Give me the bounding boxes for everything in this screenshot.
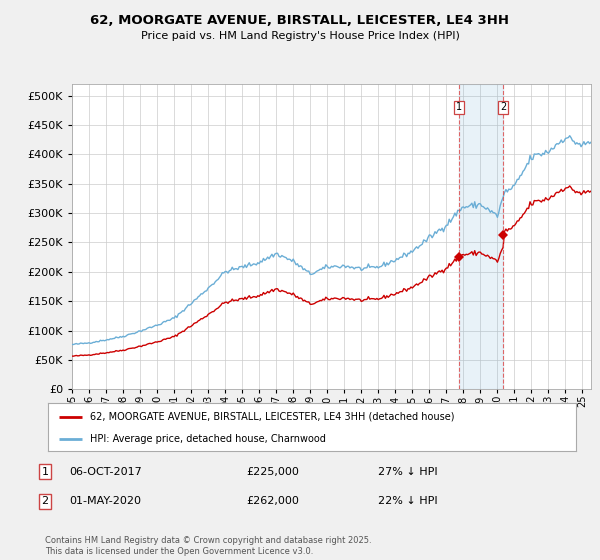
Text: 22% ↓ HPI: 22% ↓ HPI (378, 496, 437, 506)
Text: £225,000: £225,000 (246, 466, 299, 477)
Text: 1: 1 (41, 466, 49, 477)
Text: 62, MOORGATE AVENUE, BIRSTALL, LEICESTER, LE4 3HH: 62, MOORGATE AVENUE, BIRSTALL, LEICESTER… (91, 14, 509, 27)
Bar (459, 84, 503, 389)
Text: 01-MAY-2020: 01-MAY-2020 (69, 496, 141, 506)
Text: £262,000: £262,000 (246, 496, 299, 506)
Text: Price paid vs. HM Land Registry's House Price Index (HPI): Price paid vs. HM Land Registry's House … (140, 31, 460, 41)
Text: 06-OCT-2017: 06-OCT-2017 (69, 466, 142, 477)
Text: 1: 1 (456, 102, 462, 113)
Text: 2: 2 (500, 102, 506, 113)
Text: 2: 2 (41, 496, 49, 506)
Text: 62, MOORGATE AVENUE, BIRSTALL, LEICESTER, LE4 3HH (detached house): 62, MOORGATE AVENUE, BIRSTALL, LEICESTER… (90, 412, 455, 422)
Text: 27% ↓ HPI: 27% ↓ HPI (378, 466, 437, 477)
Text: Contains HM Land Registry data © Crown copyright and database right 2025.
This d: Contains HM Land Registry data © Crown c… (45, 536, 371, 556)
Text: HPI: Average price, detached house, Charnwood: HPI: Average price, detached house, Char… (90, 434, 326, 444)
